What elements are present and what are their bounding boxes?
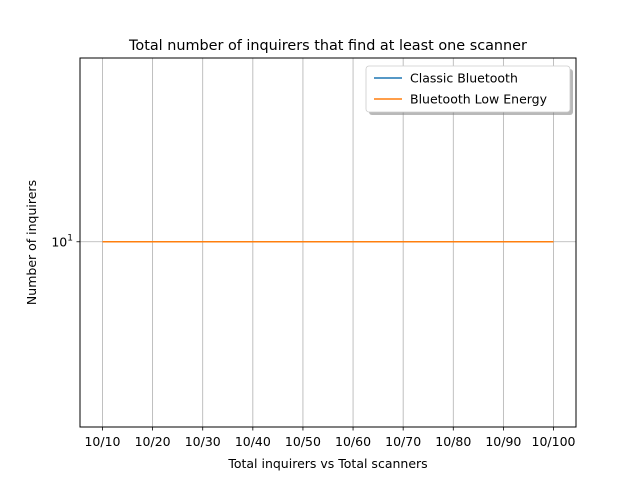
x-tick-label: 10/20 xyxy=(135,434,171,449)
x-tick-label: 10/10 xyxy=(84,434,120,449)
x-axis-label: Total inquirers vs Total scanners xyxy=(227,456,427,471)
x-tick-label: 10/50 xyxy=(285,434,321,449)
x-tick-label: 10/40 xyxy=(235,434,271,449)
y-tick-exponent: 1 xyxy=(67,233,73,243)
legend-label: Bluetooth Low Energy xyxy=(410,92,548,107)
y-tick-label: 101 xyxy=(51,233,73,249)
x-tick-label: 10/80 xyxy=(435,434,471,449)
legend-box xyxy=(365,65,571,113)
x-tick-label: 10/60 xyxy=(335,434,371,449)
x-tick-label: 10/70 xyxy=(385,434,421,449)
y-axis: 101 xyxy=(51,233,80,249)
plot-frame xyxy=(79,57,577,428)
legend: Classic Bluetooth Bluetooth Low Energy xyxy=(365,65,573,115)
x-tick-label: 10/90 xyxy=(485,434,521,449)
x-axis: 10/10 10/20 10/30 10/40 10/50 10/60 10/70 10/80… xyxy=(84,427,576,449)
y-tick-base: 10 xyxy=(51,234,67,249)
x-tick-label: 10/30 xyxy=(185,434,221,449)
y-axis-label: Number of inquirers xyxy=(24,180,39,305)
chart-title: Total number of inquirers that find at l… xyxy=(128,38,527,54)
legend-label: Classic Bluetooth xyxy=(410,71,518,86)
x-tick-label: 10/100 xyxy=(532,434,576,449)
